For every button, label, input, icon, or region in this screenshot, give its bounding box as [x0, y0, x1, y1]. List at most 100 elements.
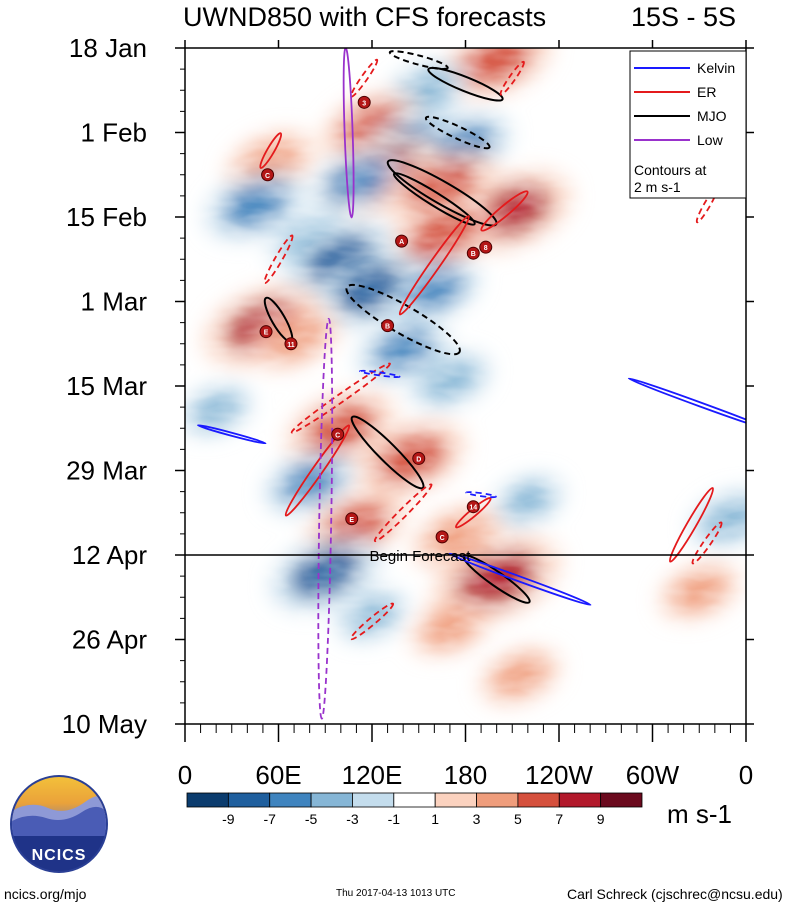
- footer-url[interactable]: ncics.org/mjo: [4, 886, 87, 902]
- storm-marker-dot: [395, 234, 409, 248]
- x-tick-label: 0: [178, 760, 192, 790]
- colorbar-swatch: [310, 792, 353, 808]
- storm-marker-label: A: [399, 239, 404, 246]
- storm-marker: A: [395, 234, 409, 248]
- mjo-contour: [345, 283, 461, 356]
- er-contour: [349, 602, 395, 641]
- legend-note-line1: Contours at: [634, 162, 706, 178]
- storm-marker-dot: [331, 427, 345, 441]
- storm-marker-label: C: [335, 432, 340, 439]
- storm-marker: 8: [479, 240, 493, 254]
- y-tick-label: 1 Mar: [81, 287, 148, 317]
- storm-marker: C: [435, 530, 449, 544]
- colorbar-label: 9: [597, 811, 605, 827]
- storm-marker-label: 3: [362, 100, 366, 107]
- colorbar-label: 3: [473, 811, 481, 827]
- colorbar-label: -3: [346, 811, 359, 827]
- y-tick-label: 10 May: [62, 709, 147, 739]
- kelvin-contour: [359, 369, 401, 378]
- kelvin-contour: [465, 491, 497, 499]
- footer-author: Carl Schreck (cjschrec@ncsu.edu): [567, 886, 783, 902]
- storm-marker-dot: [412, 451, 426, 465]
- storm-marker: C: [331, 427, 345, 441]
- colorbar-swatch: [434, 792, 477, 808]
- forecast-start-label: Begin Forecast: [370, 548, 472, 565]
- er-contour: [259, 132, 283, 169]
- colorbar-label: 7: [555, 811, 563, 827]
- y-axis: 18 Jan 1 Feb 15 Feb 1 Mar 15 Mar 29 Mar 12 Apr…: [62, 33, 754, 739]
- storm-marker-dot: [435, 530, 449, 544]
- storm-marker-label: D: [416, 456, 421, 463]
- colorbar-units: m s-1: [667, 799, 732, 829]
- colorbar-swatch: [269, 792, 312, 808]
- colorbar-swatch: [558, 792, 602, 808]
- mjo-contour: [392, 172, 476, 226]
- storm-marker-label: 11: [287, 342, 295, 349]
- storm-marker: 14: [466, 500, 480, 514]
- storm-marker-label: C: [265, 173, 270, 180]
- mjo-contour: [427, 66, 504, 102]
- legend-label-mjo: MJO: [697, 108, 727, 124]
- storm-marker-label: C: [440, 535, 445, 542]
- colorbar-swatch: [352, 792, 395, 808]
- mjo-contour: [424, 115, 491, 150]
- colorbar-label: 5: [514, 811, 522, 827]
- colorbar-label: 1: [431, 811, 439, 827]
- low-contour: [317, 317, 334, 720]
- y-tick-label: 15 Feb: [66, 202, 147, 232]
- y-tick-label: 12 Apr: [72, 540, 148, 570]
- colorbar-label: -7: [264, 811, 277, 827]
- er-contour: [398, 215, 470, 316]
- x-tick-label: 0: [739, 760, 753, 790]
- storm-marker: B: [381, 319, 395, 333]
- x-axis: 0 60E 120E 180 120W 60W 0: [178, 40, 753, 790]
- storm-markers: 3 C A B 8 B E 11 C D E 14 C: [259, 95, 493, 544]
- er-contour: [290, 362, 391, 434]
- er-contour: [668, 487, 714, 563]
- low-contour: [342, 48, 355, 219]
- er-contour: [691, 521, 723, 565]
- storm-marker-label: E: [349, 517, 354, 524]
- storm-marker-label: E: [264, 330, 269, 337]
- chart-region: 15S - 5S: [631, 2, 737, 32]
- storm-marker: C: [261, 168, 275, 182]
- storm-marker-dot: [345, 512, 359, 526]
- legend: Kelvin ER MJO Low Contours at 2 m s-1: [629, 50, 747, 199]
- mjo-contour: [388, 50, 449, 70]
- x-tick-label: 120E: [342, 760, 403, 790]
- storm-marker: 11: [284, 337, 298, 351]
- x-tick-label: 180: [444, 760, 487, 790]
- er-contour: [373, 483, 433, 543]
- storm-marker-dot: [466, 246, 480, 260]
- colorbar-swatch: [476, 792, 519, 808]
- storm-marker-dot: [381, 319, 395, 333]
- x-tick-label: 60W: [626, 760, 680, 790]
- legend-box: [629, 50, 747, 199]
- er-contour: [499, 60, 525, 96]
- storm-marker-dot: [284, 337, 298, 351]
- y-tick-label: 29 Mar: [66, 456, 147, 486]
- logo-text: NCICS: [32, 847, 87, 864]
- storm-marker: 3: [357, 95, 371, 109]
- storm-marker-dot: [479, 240, 493, 254]
- storm-marker-label: B: [471, 251, 476, 258]
- storm-marker-label: B: [385, 324, 390, 331]
- storm-marker: B: [466, 246, 480, 260]
- chart-title: UWND850 with CFS forecasts: [183, 2, 547, 32]
- colorbar-label: -1: [388, 811, 401, 827]
- footer-timestamp: Thu 2017-04-13 1013 UTC: [336, 888, 456, 899]
- colorbar-swatch: [227, 792, 271, 808]
- er-contour: [480, 190, 529, 232]
- colorbar-swatch: [600, 792, 643, 808]
- mjo-contour: [350, 415, 425, 490]
- colorbar-label: -5: [305, 811, 318, 827]
- storm-marker-dot: [466, 500, 480, 514]
- x-tick-label: 120W: [525, 760, 593, 790]
- y-tick-label: 1 Feb: [81, 118, 148, 148]
- storm-marker-dot: [261, 168, 275, 182]
- kelvin-contour: [627, 377, 746, 431]
- er-contour: [263, 234, 294, 285]
- colorbar-label: -9: [222, 811, 235, 827]
- legend-label-kelvin: Kelvin: [697, 60, 735, 76]
